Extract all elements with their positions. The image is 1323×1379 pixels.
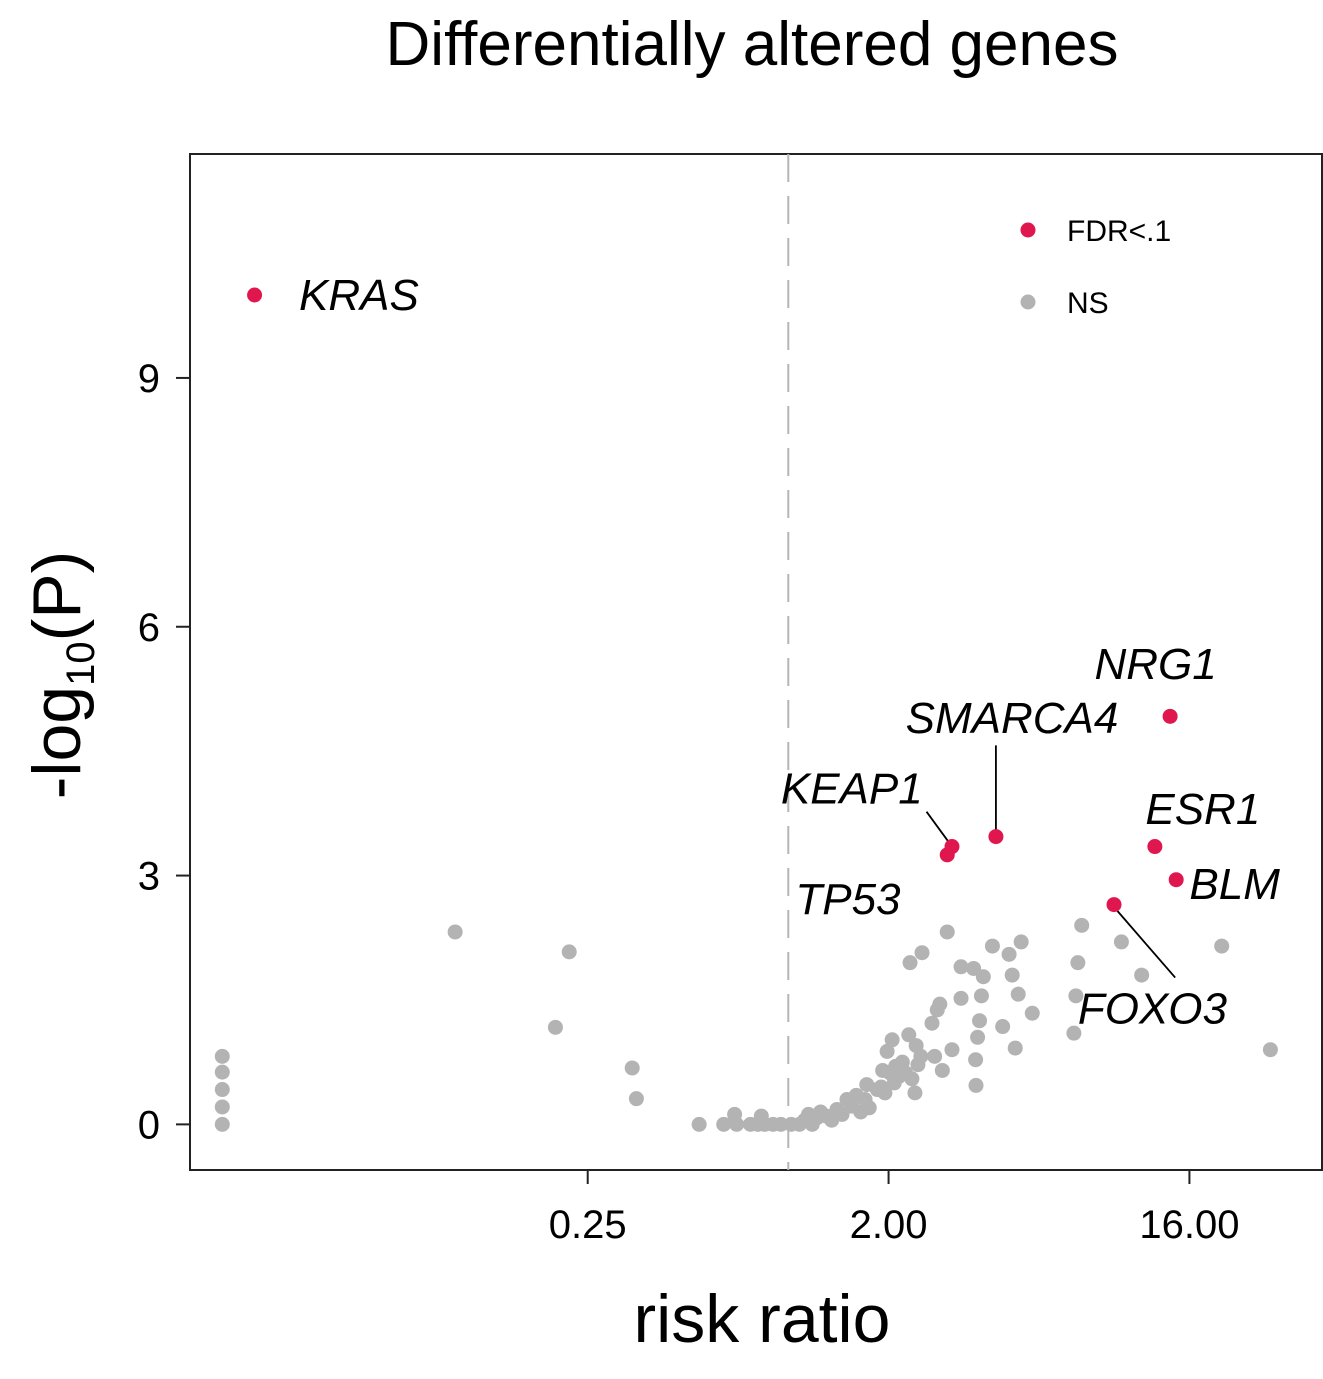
ns-point bbox=[953, 959, 969, 975]
legend-marker bbox=[1020, 222, 1036, 238]
gene-label-smarca4: SMARCA4 bbox=[906, 694, 1119, 743]
ns-point bbox=[877, 1085, 893, 1101]
ns-point bbox=[1134, 967, 1150, 983]
ns-point bbox=[972, 1013, 988, 1029]
ns-point bbox=[934, 1062, 950, 1078]
significant-point-nrg1 bbox=[1162, 708, 1178, 724]
x-tick-label: 2.00 bbox=[850, 1203, 928, 1247]
ns-point bbox=[944, 1042, 960, 1058]
significant-point-smarca4 bbox=[988, 829, 1004, 845]
ns-point bbox=[901, 1027, 917, 1043]
gene-label-foxo3: FOXO3 bbox=[1078, 984, 1228, 1033]
ns-point bbox=[995, 1019, 1011, 1035]
ns-point bbox=[547, 1019, 563, 1035]
ns-point bbox=[984, 938, 1000, 954]
ns-point bbox=[1024, 1005, 1040, 1021]
ns-point bbox=[214, 1082, 230, 1098]
legend-label: FDR<.1 bbox=[1067, 215, 1171, 248]
ns-point bbox=[214, 1099, 230, 1115]
ns-point bbox=[913, 1048, 929, 1064]
ns-point bbox=[975, 969, 991, 985]
ns-point bbox=[927, 1048, 943, 1064]
y-tick-label: 6 bbox=[138, 606, 160, 650]
plot-frame bbox=[189, 153, 1323, 1171]
ns-point bbox=[214, 1048, 230, 1064]
ns-point bbox=[904, 1071, 920, 1087]
gene-label-nrg1: NRG1 bbox=[1094, 640, 1216, 689]
gene-label-keap1: KEAP1 bbox=[781, 764, 923, 813]
ns-point bbox=[214, 1064, 230, 1080]
ns-point bbox=[861, 1100, 877, 1116]
x-axis-label: risk ratio bbox=[634, 1281, 891, 1357]
x-axis: 0.25 2.00 16.00 bbox=[549, 1170, 1239, 1247]
significant-point-kras bbox=[247, 287, 263, 303]
ns-point bbox=[1070, 955, 1086, 971]
ns-point bbox=[628, 1091, 644, 1107]
ns-point bbox=[1004, 967, 1020, 983]
y-tick-label: 3 bbox=[138, 855, 160, 899]
ns-point bbox=[561, 944, 577, 960]
legend: FDR<.1 NS bbox=[1020, 215, 1171, 320]
plot-area: KRAS NRG1 SMARCA4 KEAP1 TP53 ESR1 BLM FOXO3 bbox=[189, 153, 1323, 1171]
significant-point-esr1 bbox=[1147, 839, 1163, 855]
ns-point bbox=[1001, 946, 1017, 962]
ns-point bbox=[1113, 934, 1129, 950]
ns-point bbox=[970, 1029, 986, 1045]
gene-label-blm: BLM bbox=[1189, 860, 1280, 909]
ns-point bbox=[447, 924, 463, 940]
ns-point bbox=[902, 955, 918, 971]
ns-point bbox=[1010, 986, 1026, 1002]
ns-point bbox=[1013, 934, 1029, 950]
ns-point bbox=[214, 1116, 230, 1132]
significant-points bbox=[247, 287, 1184, 913]
ns-point bbox=[884, 1032, 900, 1048]
ns-point bbox=[1007, 1040, 1023, 1056]
ns-point bbox=[1068, 988, 1084, 1004]
ns-point bbox=[924, 1015, 940, 1031]
leader-line bbox=[1114, 908, 1176, 979]
ns-point bbox=[624, 1060, 640, 1076]
ns-point bbox=[907, 1085, 923, 1101]
ns-point bbox=[879, 1043, 895, 1059]
ns-point bbox=[939, 924, 955, 940]
ns-point bbox=[953, 990, 969, 1006]
significant-point-blm bbox=[1168, 872, 1184, 888]
gene-label-kras: KRAS bbox=[299, 271, 419, 320]
ns-point bbox=[773, 1116, 789, 1132]
ns-point bbox=[968, 1052, 984, 1068]
ns-point bbox=[973, 988, 989, 1004]
ns-point bbox=[716, 1116, 732, 1132]
significant-point-tp53 bbox=[939, 847, 955, 863]
ns-point bbox=[968, 1077, 984, 1093]
y-axis: 0 3 6 9 bbox=[138, 357, 190, 1147]
ns-point bbox=[691, 1116, 707, 1132]
ns-point bbox=[1262, 1042, 1278, 1058]
ns-point bbox=[1214, 938, 1230, 954]
gene-label-esr1: ESR1 bbox=[1145, 785, 1260, 834]
y-tick-label: 9 bbox=[138, 357, 160, 401]
gene-labels: KRAS NRG1 SMARCA4 KEAP1 TP53 ESR1 BLM FOXO3 bbox=[299, 271, 1280, 1033]
y-axis-label-subscript: 10 bbox=[59, 641, 103, 686]
y-axis-label-tail: (P) bbox=[19, 551, 95, 642]
legend-marker bbox=[1020, 294, 1036, 310]
ns-point bbox=[914, 945, 930, 961]
significant-point-foxo3 bbox=[1106, 897, 1122, 913]
x-tick-label: 16.00 bbox=[1139, 1203, 1239, 1247]
ns-point bbox=[729, 1116, 745, 1132]
legend-label: NS bbox=[1067, 287, 1109, 320]
chart-title: Differentially altered genes bbox=[386, 10, 1119, 79]
ns-points bbox=[214, 917, 1278, 1132]
ns-point bbox=[932, 996, 948, 1012]
y-axis-label: -log10(P) bbox=[19, 551, 103, 800]
ns-point bbox=[1066, 1025, 1082, 1041]
y-axis-label-main: -log bbox=[19, 686, 95, 799]
ns-point bbox=[1074, 917, 1090, 933]
x-tick-label: 0.25 bbox=[549, 1203, 627, 1247]
leader-lines bbox=[925, 745, 1176, 979]
gene-label-tp53: TP53 bbox=[795, 875, 901, 924]
y-tick-label: 0 bbox=[138, 1103, 160, 1147]
